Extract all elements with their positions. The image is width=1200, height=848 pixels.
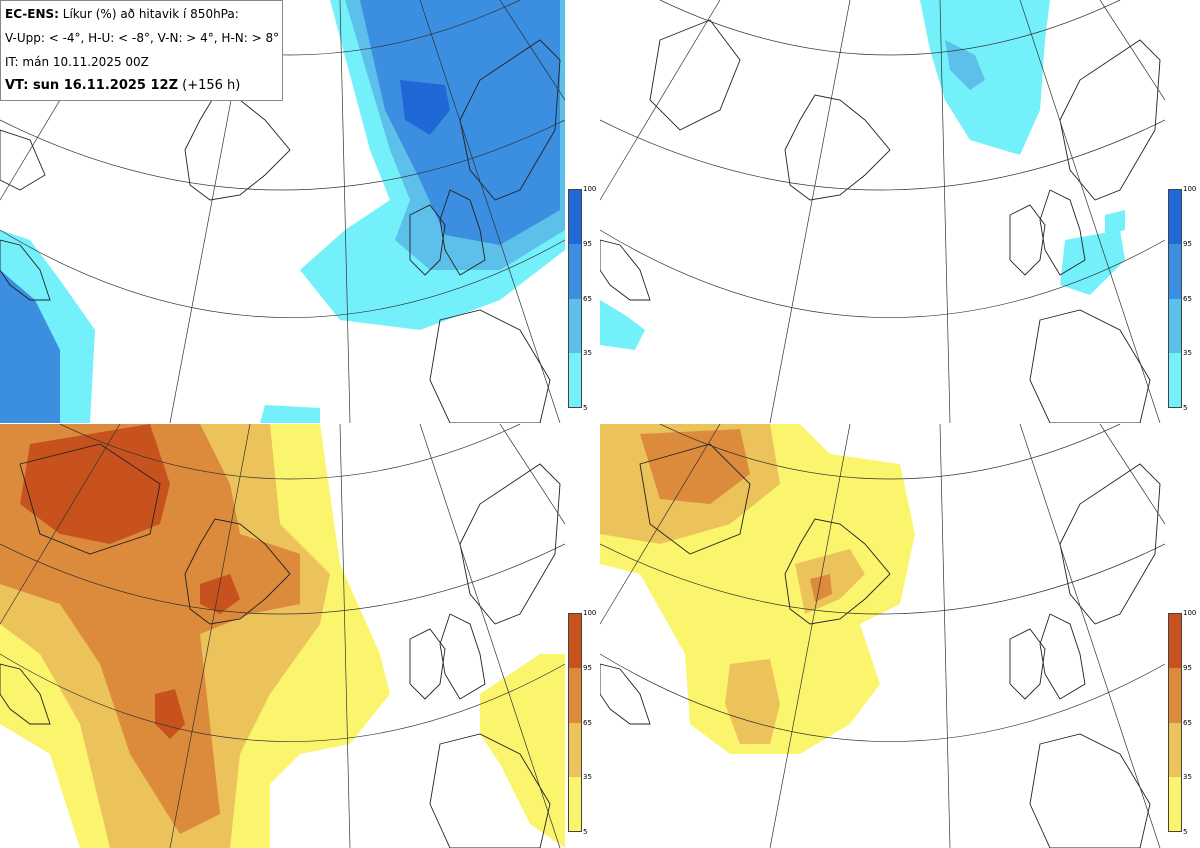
colorbar-tick-label: 100 <box>583 609 597 617</box>
colorbar-segment <box>569 668 581 723</box>
colorbar-tick-label: 5 <box>1183 828 1188 836</box>
colorbar-segment <box>569 722 581 777</box>
prob-field-west <box>600 300 645 350</box>
coastlines <box>600 443 1161 848</box>
colorbar-labels: 100 95 65 35 5 <box>583 609 597 836</box>
colorbar-tick-label: 35 <box>583 773 592 782</box>
valid-time: VT: sun 16.11.2025 12Z <box>5 78 178 93</box>
lead-hours: (+156 h) <box>182 78 241 93</box>
coastlines <box>600 19 1161 423</box>
colorbar-blue-right <box>1168 189 1182 408</box>
colorbar-tick-label: 100 <box>583 185 597 193</box>
map-panel-warm-4 <box>0 424 565 848</box>
prob-field-max <box>400 80 450 135</box>
colorbar-segment <box>569 614 581 669</box>
colorbar-segment <box>1169 190 1181 245</box>
colorbar-segment <box>1169 352 1181 407</box>
map-canvas <box>600 0 1165 423</box>
colorbar-segment <box>569 244 581 299</box>
initial-time: IT: mán 10.11.2025 00Z <box>5 55 149 69</box>
colorbar-tick-label: 35 <box>583 349 592 358</box>
colorbar-tick-label: 65 <box>1183 718 1192 727</box>
prob-field-mid-south <box>725 659 780 744</box>
colorbar-segment <box>569 298 581 353</box>
graticule <box>0 424 565 848</box>
prob-field-high <box>360 0 560 245</box>
colorbar-blue-left <box>568 189 582 408</box>
prob-field-east <box>1060 230 1125 295</box>
prob-field-mid <box>945 40 985 90</box>
graticule <box>600 0 1165 423</box>
model-label: EC-ENS: <box>5 7 59 21</box>
colorbar-segment <box>1169 668 1181 723</box>
graticule <box>600 424 1165 848</box>
colorbar-tick-label: 65 <box>583 294 592 303</box>
colorbar-orange-right <box>1168 613 1182 832</box>
colorbar-tick-label: 65 <box>583 718 592 727</box>
map-panel-warm-8 <box>600 424 1165 848</box>
prob-field-high-iceland <box>810 574 832 602</box>
coastlines <box>0 443 561 848</box>
colorbar-segment <box>569 190 581 245</box>
colorbar-segment <box>1169 298 1181 353</box>
map-canvas <box>600 424 1165 848</box>
prob-field-max-south <box>155 689 185 739</box>
colorbar-segment <box>1169 776 1181 831</box>
info-box: EC-ENS: Líkur (%) að hitavik í 850hPa: V… <box>0 0 283 101</box>
colorbar-labels: 100 95 65 35 5 <box>583 185 597 412</box>
map-canvas <box>0 0 565 423</box>
prob-field-max-north <box>20 424 170 544</box>
title-text: Líkur (%) að hitavik í 850hPa: <box>62 7 239 21</box>
prob-field-west-high <box>0 270 60 423</box>
colorbar-segment <box>1169 614 1181 669</box>
colorbar-tick-label: 95 <box>1183 239 1192 248</box>
colorbar-segment <box>569 352 581 407</box>
colorbar-tick-label: 100 <box>1183 609 1197 617</box>
colorbar-tick-label: 5 <box>583 404 588 412</box>
colorbar-labels: 100 95 65 35 5 <box>1183 609 1197 836</box>
prob-field-northeast <box>1105 210 1125 235</box>
colorbar-tick-label: 35 <box>1183 773 1192 782</box>
colorbar-tick-label: 95 <box>583 663 592 672</box>
colorbar-segment <box>1169 244 1181 299</box>
prob-field-south <box>260 405 320 423</box>
coastlines <box>0 39 561 423</box>
colorbar-tick-label: 5 <box>1183 404 1188 412</box>
colorbar-segment <box>1169 722 1181 777</box>
map-panel-cold-8 <box>600 0 1165 423</box>
colorbar-tick-label: 95 <box>583 239 592 248</box>
colorbar-labels: 100 95 65 35 5 <box>1183 185 1197 412</box>
prob-field-east <box>480 654 565 848</box>
colorbar-orange-left <box>568 613 582 832</box>
colorbar-segment <box>569 776 581 831</box>
map-panel-cold-4: EC-ENS: Líkur (%) að hitavik í 850hPa: V… <box>0 0 565 423</box>
colorbar-tick-label: 100 <box>1183 185 1197 193</box>
colorbar-tick-label: 65 <box>1183 294 1192 303</box>
thresholds-text: V-Upp: < -4°, H-U: < -8°, V-N: > 4°, H-N… <box>5 31 280 45</box>
colorbar-tick-label: 35 <box>1183 349 1192 358</box>
colorbar-tick-label: 5 <box>583 828 588 836</box>
prob-field-low <box>920 0 1050 155</box>
prob-field-max-iceland <box>200 574 240 614</box>
prob-field-high <box>640 429 750 504</box>
map-canvas <box>0 424 565 848</box>
colorbar-tick-label: 95 <box>1183 663 1192 672</box>
